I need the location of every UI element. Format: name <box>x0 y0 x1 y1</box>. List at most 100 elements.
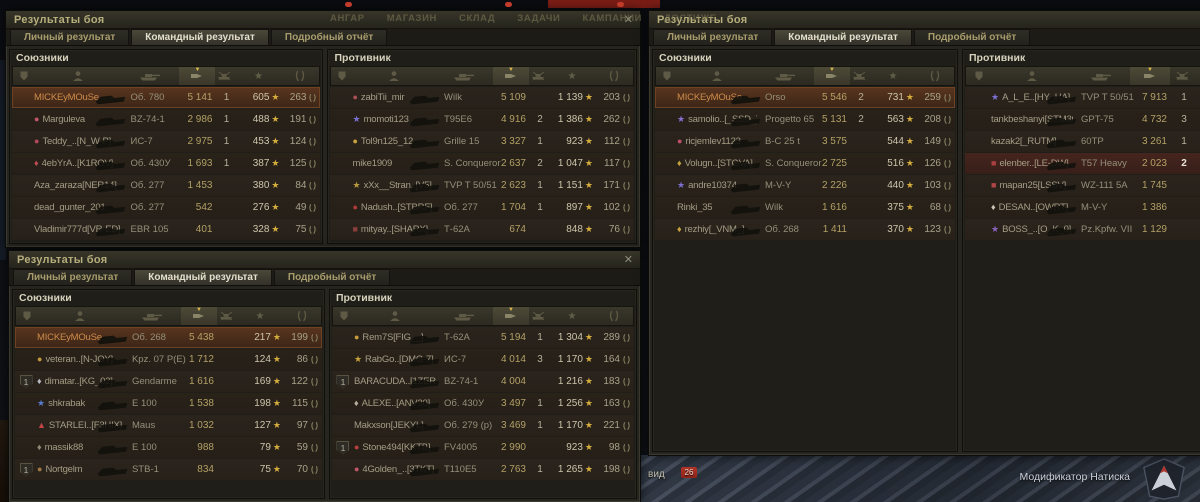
onslaught-logo-icon[interactable] <box>1142 457 1186 502</box>
table-row[interactable]: ★ andre10374 M-V-Y 2 226 440 ★ 103 <box>655 175 955 196</box>
tab-team-result[interactable]: Командный результат <box>774 29 912 45</box>
frags-column-header[interactable] <box>217 307 237 325</box>
table-row[interactable]: ● veteran..[N-JOY] Kpz. 07 P(E) 1 712 124… <box>15 349 322 370</box>
menu-item-store[interactable]: МАГАЗИН <box>386 13 437 24</box>
table-row[interactable]: ♦ Volugn..[STGVA] S. Conqueror 2 725 516 ★… <box>655 153 955 174</box>
player-column-header[interactable] <box>353 67 435 85</box>
table-row[interactable]: ♦ ALEXE..[ANV30] Об. 430У 3 497 1 1 256 ★ … <box>331 393 634 414</box>
damage-column-header[interactable]: ▼ <box>493 307 529 325</box>
frags-column-header[interactable] <box>529 67 549 85</box>
close-icon[interactable]: ✕ <box>623 14 633 26</box>
damage-column-header[interactable]: ▼ <box>180 307 217 325</box>
player-column-header[interactable] <box>355 307 435 325</box>
table-row[interactable]: 1 ● Stone494[KKTB] FV4005 2 990 923 ★ 98 <box>331 437 634 458</box>
xp-column-header[interactable]: ★ <box>549 67 595 85</box>
menu-item-missions[interactable]: ЗАДАЧИ <box>517 13 561 24</box>
table-row[interactable]: ■ mapan25[LSSV] WZ-111 5A 1 745 <box>965 175 1200 196</box>
table-row[interactable]: ● Nadush..[STBRF] Об. 277 1 704 1 897 ★ 10… <box>330 197 634 218</box>
table-row[interactable]: ● Marguleva BZ-74-1 2 986 1 488 ★ 191 <box>12 109 321 130</box>
table-row[interactable]: ■ elenber..[LE-DW] T57 Heavy 2 023 2 <box>965 153 1200 174</box>
damage-column-header[interactable]: ▼ <box>1130 67 1170 85</box>
tab-personal-result[interactable]: Личный результат <box>13 269 133 285</box>
frags-column-header[interactable] <box>215 67 235 85</box>
menu-item-hangar[interactable]: АНГАР <box>330 13 365 24</box>
vehicle-column-header[interactable] <box>435 67 493 85</box>
table-row[interactable]: ★ xXx__Stran..[V5] TVP T 50/51 2 623 1 1 … <box>330 175 634 196</box>
table-row[interactable]: ● ricjemlev1123 B-C 25 t 3 575 544 ★ 149 <box>655 131 955 152</box>
player-column-header[interactable] <box>992 67 1072 85</box>
xp-column-header[interactable]: ★ <box>237 307 283 325</box>
table-row[interactable]: ★ A_L_E..[HY_HA] TVP T 50/51 7 913 1 <box>965 87 1200 108</box>
tab-personal-result[interactable]: Личный результат <box>10 29 130 45</box>
vehicle-column-header[interactable] <box>756 67 814 85</box>
tab-team-result[interactable]: Командный результат <box>131 29 269 45</box>
table-row[interactable]: Vladimir777d[VR-ED] EBR 105 401 328 ★ 75 <box>12 219 321 240</box>
table-row[interactable]: ♦ massik88 E 100 988 79 ★ 59 <box>15 437 322 458</box>
vehicle-column-header[interactable] <box>435 307 493 325</box>
frags-column-header[interactable] <box>850 67 870 85</box>
table-row[interactable]: Aza_zaraza[NER14] Об. 277 1 453 380 ★ 84 <box>12 175 321 196</box>
xp-column-header[interactable]: ★ <box>1196 67 1200 85</box>
table-row[interactable]: ★ shkrabak E 100 1 538 198 ★ 115 <box>15 393 322 414</box>
table-row[interactable]: 1 ♦ dimatar..[KG_02] Gendarme 1 616 169 ★ … <box>15 371 322 392</box>
table-row[interactable]: 1 BARACUDA..[1ZERO] BZ-74-1 4 004 1 216★… <box>331 371 634 392</box>
platoon-column-header[interactable] <box>13 67 35 85</box>
platoon-column-header[interactable] <box>656 67 678 85</box>
table-row[interactable]: ▲ STARLEI..[F3HIX] Maus 1 032 127 ★ 97 <box>15 415 322 436</box>
table-row[interactable]: ● Tol9n125_12 Grille 15 3 327 1 923 ★ 112 <box>330 131 634 152</box>
menu-item-campaigns[interactable]: КАМПАНИИ <box>582 13 643 24</box>
table-row[interactable]: ♦ DESAN..[OWRT] M-V-Y 1 386 <box>965 197 1200 218</box>
tab-personal-result[interactable]: Личный результат <box>653 29 773 45</box>
table-row[interactable]: Rinki_35 Wilk 1 616 375 ★ 68 <box>655 197 955 218</box>
damage-column-header[interactable]: ▼ <box>179 67 216 85</box>
table-row[interactable]: Makxson[JEKYL] Об. 279 (р) 3 469 1 1 170… <box>331 415 634 436</box>
table-row[interactable]: ● Teddy_..[N_W-P] ИС-7 2 975 1 453 ★ 124 <box>12 131 321 152</box>
table-row[interactable]: ♦ rezhiy[_VNM_] Об. 268 1 411 370 ★ 123 <box>655 219 955 240</box>
platoon-column-header[interactable] <box>16 307 38 325</box>
table-row[interactable]: ● 4Golden_..[3TKT] T110E5 2 763 1 1 265 ★ … <box>331 459 634 480</box>
window-titlebar[interactable]: Результаты боя ✕ <box>9 251 640 269</box>
frags-column-header[interactable] <box>529 307 549 325</box>
menu-item-depot[interactable]: СКЛАД <box>458 13 496 24</box>
points-column-header[interactable] <box>595 67 633 85</box>
table-row[interactable]: ♦ 4ebYrA..[K1ROV] Об. 430У 1 693 1 387 ★ 1… <box>12 153 321 174</box>
xp-column-header[interactable]: ★ <box>549 307 595 325</box>
table-row[interactable]: 1 ● Nortgelm STB-1 834 75 ★ 70 <box>15 459 322 480</box>
platoon-column-header[interactable] <box>966 67 992 85</box>
damage-column-header[interactable]: ▼ <box>493 67 529 85</box>
player-column-header[interactable] <box>678 67 756 85</box>
tab-detailed-report[interactable]: Подробный отчёт <box>913 29 1031 45</box>
table-row[interactable]: ■ mityay..[SHARX] Т-62А 674 848 ★ 76 <box>330 219 634 240</box>
vehicle-column-header[interactable] <box>123 307 181 325</box>
xp-column-header[interactable]: ★ <box>870 67 916 85</box>
damage-column-header[interactable]: ▼ <box>814 67 850 85</box>
points-column-header[interactable] <box>281 67 319 85</box>
table-row[interactable]: kazak2[_RUTM] 60TP 3 261 1 <box>965 131 1200 152</box>
table-row[interactable]: ★ BOSS_..[O_K_0] Pz.Kpfw. VII 1 129 <box>965 219 1200 240</box>
table-row[interactable]: MICKEyMOuSe Об. 780 5 141 1 605 ★ 263 <box>12 87 321 108</box>
platoon-column-header[interactable] <box>331 67 353 85</box>
table-row[interactable]: ● zabiTii_mir Wilk 5 109 1 139 ★ 203 <box>330 87 634 108</box>
vehicle-column-header[interactable] <box>121 67 179 85</box>
table-row[interactable]: ★ RabGo..[DMG-7] ИС-7 4 014 3 1 170 ★ 164 <box>331 349 634 370</box>
table-row[interactable]: ● Rem7S[FIG__] Т-62А 5 194 1 1 304 ★ 289 <box>331 327 634 348</box>
xp-column-header[interactable]: ★ <box>235 67 281 85</box>
player-column-header[interactable] <box>35 67 121 85</box>
tab-detailed-report[interactable]: Подробный отчёт <box>270 29 388 45</box>
window-titlebar[interactable]: Результаты боя ✕ <box>649 11 1200 29</box>
table-row[interactable]: ★ momoti123 T95E6 4 916 2 1 386 ★ 262 <box>330 109 634 130</box>
points-column-header[interactable] <box>283 307 321 325</box>
player-column-header[interactable] <box>38 307 123 325</box>
vehicle-column-header[interactable] <box>1072 67 1130 85</box>
view-label[interactable]: вид <box>648 469 665 480</box>
menu-item-achievements[interactable]: ДОСТИЖЕ <box>664 13 717 24</box>
table-row[interactable]: ★ samolio..[_SSD_] Progetto 65 5 131 2 56… <box>655 109 955 130</box>
table-row[interactable]: dead_gunter_201 Об. 277 542 276 ★ 49 <box>12 197 321 218</box>
platoon-column-header[interactable] <box>333 307 355 325</box>
table-row[interactable]: tankbeshanyi[STM36] GPT-75 4 732 3 <box>965 109 1200 130</box>
points-column-header[interactable] <box>595 307 633 325</box>
table-row[interactable]: MICKEyMOuSe Об. 268 5 438 217 ★ 199 <box>15 327 322 348</box>
points-column-header[interactable] <box>916 67 954 85</box>
table-row[interactable]: mike1909 S. Conqueror 2 637 2 1 047 ★ 117 <box>330 153 634 174</box>
frags-column-header[interactable] <box>1170 67 1196 85</box>
